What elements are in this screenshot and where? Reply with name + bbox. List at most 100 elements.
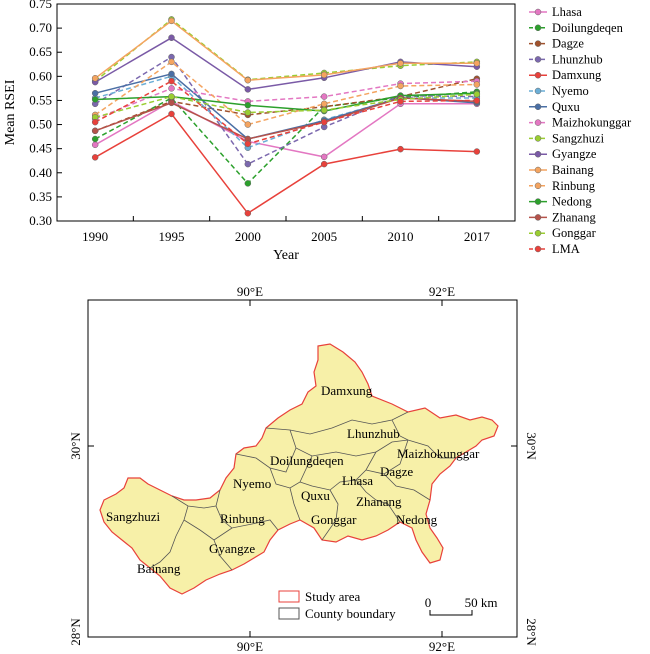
data-point-gonggar bbox=[244, 109, 252, 116]
data-point-lhasa bbox=[320, 153, 328, 161]
legend-marker bbox=[534, 214, 542, 221]
series-line-rinbung bbox=[94, 60, 477, 126]
county-label: Nyemo bbox=[233, 476, 271, 491]
county-label: Nedong bbox=[396, 512, 438, 527]
top-longitude-label: 92°E bbox=[429, 284, 455, 299]
data-point-rinbung bbox=[244, 121, 252, 128]
y-tick-label: 0.50 bbox=[29, 117, 52, 132]
map-legend: Study area County boundary bbox=[278, 589, 396, 621]
county-label: Quxu bbox=[301, 488, 330, 503]
data-point-rinbung bbox=[168, 58, 175, 66]
legend-label: Damxung bbox=[552, 68, 602, 82]
series-line-gonggar bbox=[95, 93, 477, 119]
legend-marker bbox=[534, 182, 542, 190]
data-point-doilungdeqen bbox=[244, 180, 252, 187]
data-point-gyangze bbox=[244, 86, 252, 93]
y-axis-title: Mean RSEI bbox=[3, 79, 18, 145]
legend-label: Nyemo bbox=[552, 84, 589, 98]
legend-marker bbox=[534, 56, 542, 63]
county-label: Lhasa bbox=[342, 473, 373, 488]
county-label: Dagze bbox=[380, 464, 413, 479]
legend-label: Gonggar bbox=[552, 226, 597, 240]
legend-label: Nedong bbox=[552, 195, 592, 209]
data-point-damxung bbox=[168, 110, 175, 118]
x-tick-label: 2017 bbox=[464, 229, 491, 244]
y-tick-label: 0.55 bbox=[29, 92, 52, 107]
data-point-maizhokunggar bbox=[168, 85, 175, 92]
data-point-nedong bbox=[244, 102, 252, 109]
data-point-quxu bbox=[91, 89, 99, 97]
legend-marker bbox=[534, 229, 542, 237]
data-point-bainang bbox=[91, 75, 99, 82]
data-point-lma bbox=[473, 97, 481, 104]
right-latitude-label: 28°N bbox=[524, 618, 539, 646]
series-line-damxung bbox=[94, 112, 477, 215]
series-line-dagze bbox=[94, 77, 477, 132]
scale-bar-line bbox=[429, 610, 473, 616]
legend-marker bbox=[534, 166, 542, 174]
county-label: Gyangze bbox=[209, 541, 255, 556]
data-point-maizhokunggar bbox=[320, 93, 328, 100]
y-tick-label: 0.30 bbox=[29, 213, 52, 228]
series-line-doilungdeqen bbox=[94, 91, 477, 185]
x-tick-label: 2005 bbox=[311, 229, 337, 244]
x-tick-label: 1990 bbox=[82, 229, 108, 244]
chart-plot-area bbox=[91, 16, 481, 217]
bottom-longitude-label: 90°E bbox=[237, 639, 263, 654]
data-point-damxung bbox=[397, 145, 404, 153]
data-point-bainang bbox=[320, 71, 328, 79]
county-label: Doilungdeqen bbox=[270, 453, 344, 468]
left-latitude-label: 28°N bbox=[68, 618, 83, 646]
legend-marker bbox=[534, 150, 542, 158]
data-point-zhanang bbox=[91, 127, 99, 135]
data-point-lma bbox=[320, 118, 328, 126]
series-line-maizhokunggar bbox=[94, 80, 477, 120]
legend-label: Lhasa bbox=[552, 5, 582, 19]
data-point-rinbung bbox=[473, 81, 481, 88]
legend-label: Bainang bbox=[552, 163, 594, 177]
county-label: Maizhokunggar bbox=[397, 446, 480, 461]
county-label: Bainang bbox=[137, 561, 181, 576]
x-tick-label: 2010 bbox=[388, 229, 414, 244]
legend-label: Quxu bbox=[552, 100, 581, 114]
county-boundaries bbox=[149, 411, 456, 571]
data-point-lma bbox=[244, 140, 252, 148]
legend-label: Gyangze bbox=[552, 147, 597, 161]
x-tick-label: 2000 bbox=[235, 229, 261, 244]
legend-label: Rinbung bbox=[552, 179, 596, 193]
legend-marker bbox=[534, 87, 542, 95]
x-tick-label: 1995 bbox=[159, 229, 185, 244]
data-point-lma bbox=[91, 118, 99, 126]
legend-marker bbox=[534, 198, 542, 205]
data-point-rinbung bbox=[320, 100, 328, 108]
legend-marker bbox=[534, 103, 542, 111]
county-label: Rinbung bbox=[220, 511, 265, 526]
data-point-lma bbox=[168, 77, 175, 85]
legend-marker bbox=[534, 8, 542, 16]
y-tick-label: 0.70 bbox=[29, 20, 52, 35]
left-latitude-label: 30°N bbox=[68, 432, 83, 460]
legend-marker bbox=[534, 245, 542, 253]
bottom-longitude-label: 92°E bbox=[429, 639, 455, 654]
county-labels: Damxung Lhunzhub Maizhokunggar Doilungde… bbox=[106, 383, 480, 576]
series-line-nedong bbox=[95, 92, 477, 112]
top-longitude-label: 90°E bbox=[237, 284, 263, 299]
y-tick-label: 0.35 bbox=[29, 189, 52, 204]
series-line-lma bbox=[94, 80, 477, 145]
county-label: Sangzhuzi bbox=[106, 509, 161, 524]
legend-marker bbox=[534, 119, 542, 126]
right-latitude-label: 30°N bbox=[524, 432, 539, 460]
county-label: Lhunzhub bbox=[347, 426, 400, 441]
scale-bar: 0 50 km bbox=[425, 595, 497, 616]
county-boundary-legend-label: County boundary bbox=[305, 606, 396, 621]
data-point-damxung bbox=[473, 148, 481, 155]
data-point-bainang bbox=[397, 60, 404, 67]
legend-label: LMA bbox=[552, 242, 580, 256]
legend-label: Dagze bbox=[552, 37, 584, 51]
data-point-quxu bbox=[168, 70, 175, 78]
legend-marker bbox=[534, 135, 542, 142]
data-point-damxung bbox=[244, 210, 252, 217]
legend-label: Sangzhuzi bbox=[552, 131, 605, 145]
chart-axes: 0.30 0.35 0.40 0.45 0.50 0.55 0.60 0.65 0.70 0.75… bbox=[3, 0, 516, 263]
